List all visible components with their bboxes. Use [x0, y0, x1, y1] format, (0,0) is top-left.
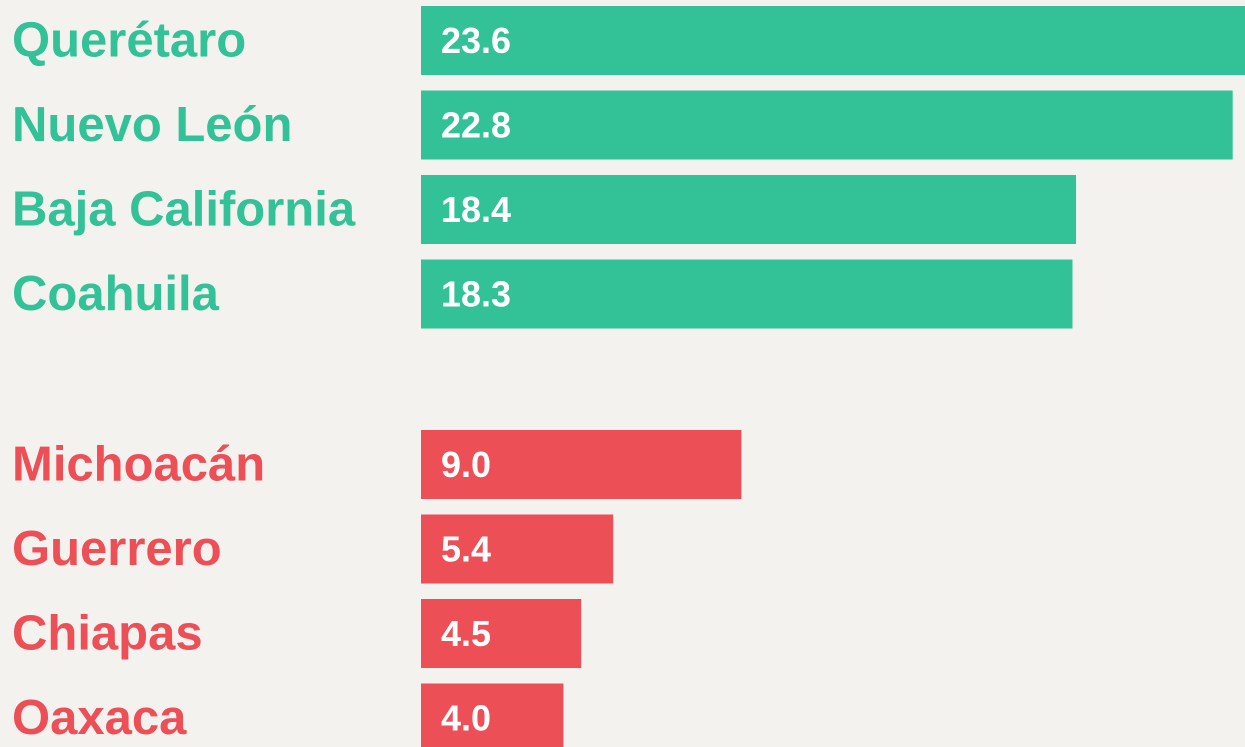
bar [421, 259, 1073, 329]
bar [421, 175, 1077, 244]
value-label: 22.8 [441, 105, 511, 146]
value-label: 9.0 [441, 444, 491, 485]
category-label: Chiapas [12, 607, 203, 661]
category-label: Querétaro [12, 14, 246, 68]
bar [421, 599, 582, 668]
value-label: 5.4 [441, 529, 491, 570]
value-label: 4.0 [441, 698, 491, 739]
category-label: Guerrero [12, 522, 222, 576]
value-label: 4.5 [441, 613, 491, 654]
bar [421, 90, 1233, 160]
bar [421, 514, 614, 584]
category-label: Coahuila [12, 267, 220, 321]
value-label: 18.3 [441, 274, 511, 315]
bar [421, 430, 742, 499]
value-label: 23.6 [441, 20, 511, 61]
category-label: Nuevo León [12, 98, 292, 152]
bar [421, 683, 564, 747]
category-label: Oaxaca [12, 691, 187, 745]
value-label: 18.4 [441, 189, 511, 230]
bar [421, 6, 1245, 75]
category-label: Michoacán [12, 438, 265, 492]
category-label: Baja California [12, 183, 356, 237]
